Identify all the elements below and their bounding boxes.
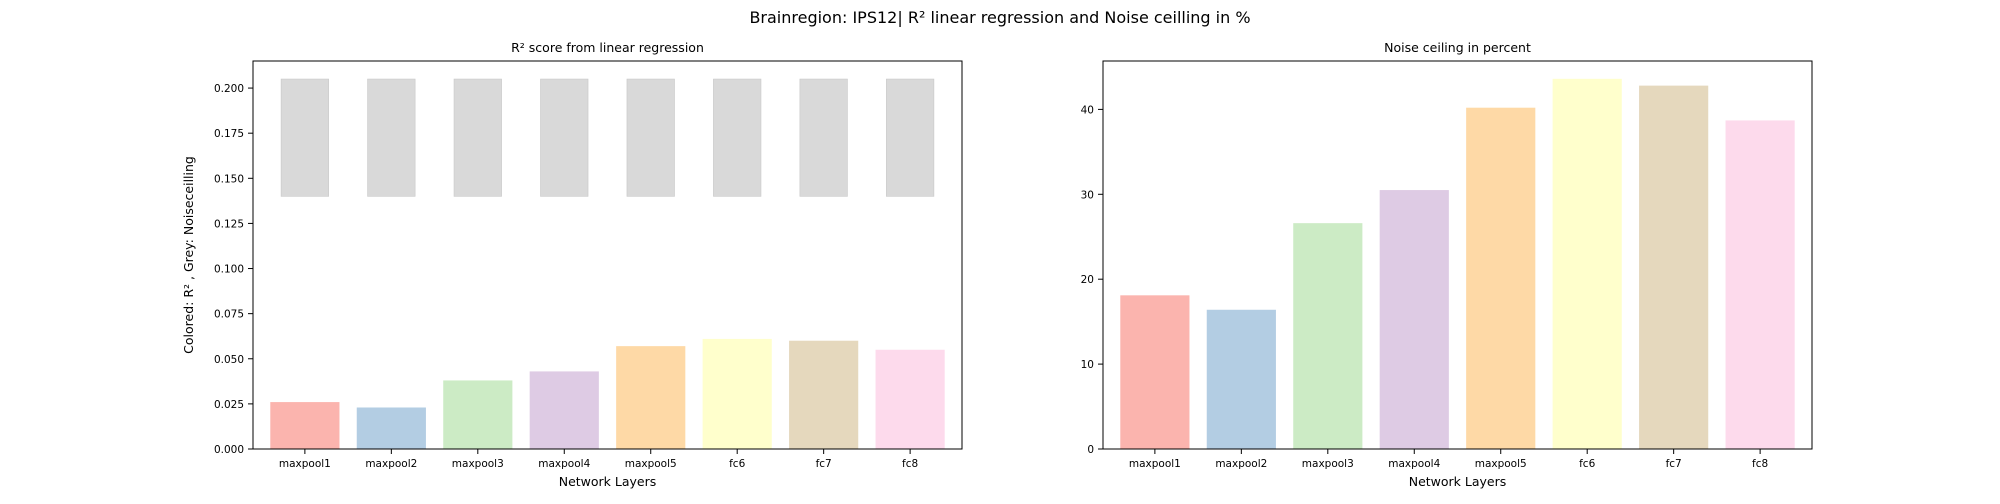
- chart-r2-bar-fc6: [702, 338, 772, 449]
- chart-r2-ylabel: Colored: R² , Grey: Noiseceilling: [181, 156, 196, 354]
- chart-r2-noise-ceiling-bar-fc8: [886, 78, 935, 197]
- chart-noise-ceiling-xtick-label: maxpool5: [1475, 458, 1527, 470]
- chart-r2-bar-fc8: [875, 349, 945, 449]
- chart-noise-ceiling-ytick-label: 30: [1081, 189, 1094, 201]
- chart-r2-xtick-label: fc8: [902, 458, 918, 470]
- chart-r2-xtick-label: maxpool1: [279, 458, 331, 470]
- chart-r2-noise-ceiling-bar-maxpool3: [453, 78, 502, 197]
- chart-r2-ytick-label: 0.200: [214, 83, 244, 95]
- chart-r2-xtick-label: fc7: [816, 458, 832, 470]
- chart-r2-ytick-label: 0.150: [214, 173, 244, 185]
- chart-r2-bar-maxpool4: [529, 371, 599, 449]
- chart-r2-noise-ceiling-bar-maxpool1: [280, 78, 329, 197]
- chart-noise-ceiling-xtick-label: fc8: [1752, 458, 1768, 470]
- chart-r2-bar-maxpool5: [616, 346, 686, 449]
- chart-r2-noise-ceiling-bar-fc7: [799, 78, 848, 197]
- chart-r2-noise-ceiling-bar-maxpool5: [626, 78, 675, 197]
- chart-noise-ceiling-xtick-label: maxpool2: [1215, 458, 1267, 470]
- chart-noise-ceiling-bar-maxpool2: [1206, 309, 1276, 449]
- chart-r2-ytick-label: 0.050: [214, 354, 244, 366]
- chart-noise-ceiling-bar-maxpool5: [1466, 107, 1536, 450]
- chart-noise-ceiling-title: Noise ceiling in percent: [1384, 40, 1531, 55]
- chart-noise-ceiling-xtick-label: fc7: [1666, 458, 1682, 470]
- chart-r2-noise-ceiling-bar-maxpool4: [540, 78, 589, 197]
- chart-r2-bar-maxpool3: [443, 380, 513, 449]
- figure-suptitle: Brainregion: IPS12| R² linear regression…: [749, 8, 1250, 27]
- chart-r2-panel: R² score from linear regression Network …: [181, 40, 963, 489]
- chart-noise-ceiling-xtick-label: maxpool1: [1129, 458, 1181, 470]
- chart-noise-ceiling-ytick-label: 0: [1087, 444, 1094, 456]
- chart-r2-xtick-label: maxpool5: [625, 458, 677, 470]
- chart-noise-ceiling-xtick-label: maxpool3: [1302, 458, 1354, 470]
- chart-noise-ceiling-bar-fc7: [1639, 85, 1709, 449]
- chart-noise-ceiling-bar-fc8: [1725, 120, 1795, 450]
- chart-r2-title: R² score from linear regression: [511, 40, 704, 55]
- chart-r2-bar-maxpool2: [356, 407, 426, 449]
- chart-noise-ceiling-ytick-label: 40: [1081, 104, 1094, 116]
- chart-r2-ytick-label: 0.075: [214, 309, 244, 321]
- chart-noise-ceiling-bar-maxpool4: [1379, 190, 1449, 449]
- chart-noise-ceiling-panel: Noise ceiling in percent Network Layers …: [1081, 40, 1813, 489]
- chart-r2-noise-ceiling-bar-maxpool2: [367, 78, 416, 197]
- chart-r2-bar-fc7: [789, 340, 859, 449]
- chart-noise-ceiling-xtick-label: maxpool4: [1388, 458, 1440, 470]
- chart-noise-ceiling-ytick-label: 10: [1081, 359, 1094, 371]
- chart-r2-ytick-label: 0.025: [214, 399, 244, 411]
- chart-r2-bar-maxpool1: [270, 402, 340, 449]
- chart-r2-xtick-label: fc6: [729, 458, 745, 470]
- chart-noise-ceiling-bar-fc6: [1552, 78, 1622, 450]
- chart-r2-noise-ceiling-bar-fc6: [713, 78, 762, 197]
- chart-r2-ytick-label: 0.175: [214, 128, 244, 140]
- chart-noise-ceiling-axes-frame: [1102, 60, 1813, 450]
- chart-r2-ytick-label: 0.000: [214, 444, 244, 456]
- chart-r2-ytick-label: 0.125: [214, 218, 244, 230]
- chart-r2-ytick-label: 0.100: [214, 264, 244, 276]
- chart-noise-ceiling-ytick-label: 20: [1081, 274, 1094, 286]
- chart-r2-xtick-label: maxpool4: [538, 458, 590, 470]
- chart-noise-ceiling-xlabel: Network Layers: [1409, 474, 1507, 489]
- chart-noise-ceiling-xtick-label: fc6: [1579, 458, 1595, 470]
- chart-r2-xtick-label: maxpool2: [365, 458, 417, 470]
- chart-r2-axes-frame: [252, 60, 963, 450]
- chart-noise-ceiling-bar-maxpool1: [1120, 295, 1190, 449]
- chart-r2-xtick-label: maxpool3: [452, 458, 504, 470]
- chart-noise-ceiling-bar-maxpool3: [1293, 223, 1363, 449]
- chart-r2-xlabel: Network Layers: [559, 474, 657, 489]
